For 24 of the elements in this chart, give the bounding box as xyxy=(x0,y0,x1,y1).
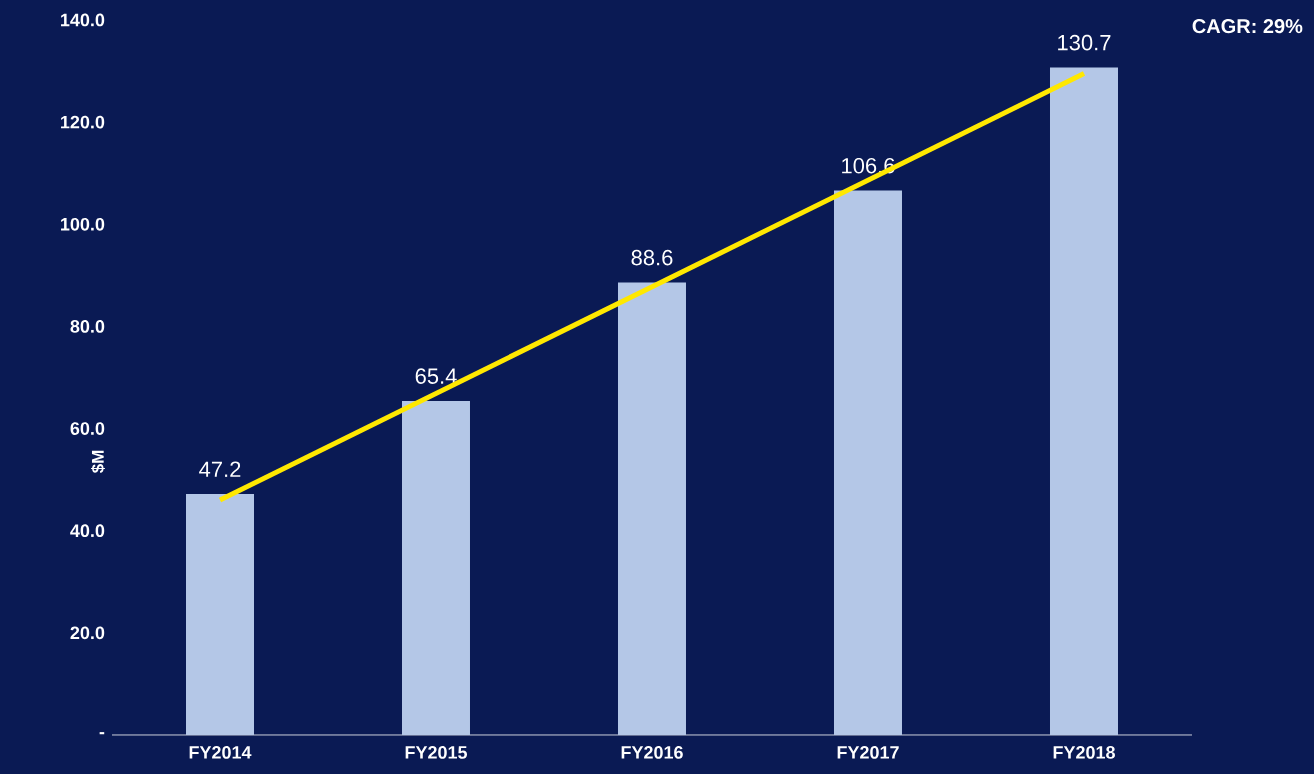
data-label: 130.7 xyxy=(1058,34,1111,51)
y-tick-label: 120.0 xyxy=(61,115,105,129)
y-tick-label: 140.0 xyxy=(61,13,105,27)
data-label: 47.2 xyxy=(199,461,241,477)
y-tick-label: 40.0 xyxy=(70,524,105,538)
x-tick-label: FY2014 xyxy=(189,746,252,759)
y-tick-label: 20.0 xyxy=(70,626,105,640)
y-tick-label: - xyxy=(99,732,105,735)
y-tick-label: 60.0 xyxy=(70,422,105,435)
y-tick-label: 100.0 xyxy=(61,217,105,231)
y-tick-label: 80.0 xyxy=(70,320,105,333)
x-tick-label: FY2015 xyxy=(405,746,468,759)
y-axis-title: $M xyxy=(91,450,105,474)
x-tick-label: FY2018 xyxy=(1053,746,1115,759)
bar xyxy=(1049,67,1118,735)
text: CAGR: 29% xyxy=(1192,19,1303,34)
x-tick-label: FY2016 xyxy=(621,746,683,759)
bar xyxy=(617,282,686,735)
data-label: 65.4 xyxy=(415,368,457,384)
data-label: 88.6 xyxy=(631,249,673,266)
bar xyxy=(402,400,470,735)
x-tick-label: FY2017 xyxy=(837,746,899,759)
bar xyxy=(833,190,902,735)
bar xyxy=(186,493,254,735)
